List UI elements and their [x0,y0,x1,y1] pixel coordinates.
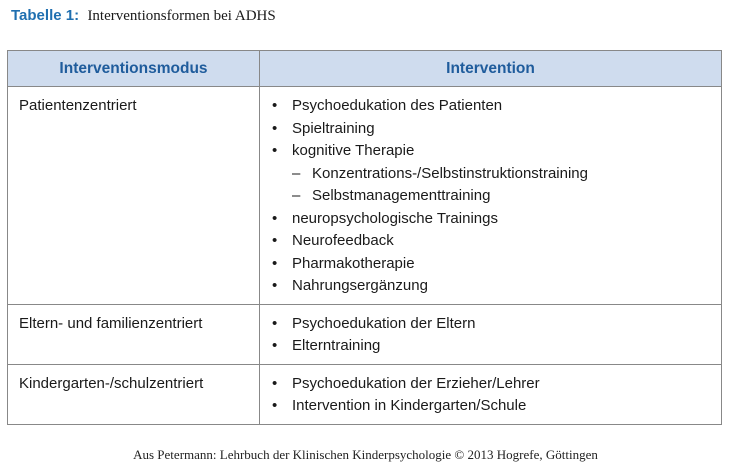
intervention-text: kognitive Therapie [292,142,415,159]
source-note: Aus Petermann: Lehrbuch der Klinischen K… [133,447,598,462]
dash-marker: – [292,187,301,204]
intervention-item: • Psychoedukation der Erzieher/Lehrer [272,373,715,396]
column-header-intervention: Intervention [259,50,722,87]
intervention-text: Intervention in Kindergarten/Schule [292,397,527,414]
intervention-text: Psychoedukation des Patienten [292,97,503,114]
intervention-item: • Psychoedukation der Eltern [272,313,715,336]
intervention-text: Neurofeedback [292,232,394,249]
intervention-sub-item: – Konzentrations-/Selbstinstruktionstrain… [272,163,715,186]
intervention-mode-cell: Patientenzentriert [7,86,260,305]
intervention-item: • Nahrungsergänzung [272,275,715,298]
intervention-text: Pharmakotherapie [292,254,415,272]
intervention-list-cell: • Psychoedukation der Eltern • Elterntraini… [259,303,722,365]
intervention-mode-cell: Kindergarten-/schulzentriert [7,363,260,425]
intervention-mode-cell: Eltern- und familienzentriert [7,303,260,365]
caption-label: Tabelle 1: [11,7,80,24]
intervention-text: Elterntraining [292,337,381,354]
intervention-list-cell: • Psychoedukation der Erzieher/Lehrer • Int… [259,363,722,425]
intervention-text: Konzentrations-/Selbstinstruktionstraini… [312,164,588,182]
intervention-list: • Psychoedukation des Patienten • Spieltrai… [272,95,715,298]
intervention-item: • Intervention in Kindergarten/Schule [272,395,715,418]
intervention-text: Nahrungsergänzung [292,277,428,294]
header-row: Interventionsmodus Intervention [7,50,722,87]
intervention-list: • Psychoedukation der Erzieher/Lehrer • Int… [272,373,715,418]
intervention-text: neuropsychologische Trainings [292,209,498,227]
intervention-text: Psychoedukation der Eltern [292,314,476,332]
bullet-marker: • [272,142,278,159]
bullet-marker: • [272,119,278,137]
bullet-marker: • [272,97,278,114]
column-header-mode: Interventionsmodus [7,50,260,87]
table-body: Patientenzentriert • Psychoedukation des P… [7,86,722,425]
intervention-item: • Pharmakotherapie [272,253,715,276]
intervention-text: Psychoedukation der Erzieher/Lehrer [292,374,540,392]
bullet-marker: • [272,314,278,332]
table-row: Kindergarten-/schulzentriert • Psychoeduka… [7,363,722,425]
intervention-item: • Spieltraining [272,118,715,141]
bullet-marker: • [272,277,278,294]
bullet-marker: • [272,209,278,227]
interventions-table: Interventionsmodus Intervention Patiente… [7,50,722,425]
intervention-item: • Neurofeedback [272,230,715,253]
table-row: Patientenzentriert • Psychoedukation des P… [7,86,722,305]
caption-title: Interventionsformen bei ADHS [87,8,276,24]
table-caption: Tabelle 1: Interventionsformen bei ADHS [11,6,276,26]
intervention-text: Selbstmanagementtraining [312,187,491,204]
intervention-text: Spieltraining [292,119,375,137]
intervention-item: • kognitive Therapie [272,140,715,163]
bullet-marker: • [272,337,278,354]
bullet-marker: • [272,374,278,392]
intervention-item: • Psychoedukation des Patienten [272,95,715,118]
intervention-item: • neuropsychologische Trainings [272,208,715,231]
bullet-marker: • [272,254,278,272]
dash-marker: – [292,164,301,182]
intervention-sub-item: – Selbstmanagementtraining [272,185,715,208]
bullet-marker: • [272,397,278,414]
intervention-list-cell: • Psychoedukation des Patienten • Spieltrai… [259,86,722,305]
bullet-marker: • [272,232,278,249]
intervention-list: • Psychoedukation der Eltern • Elterntraini… [272,313,715,358]
table-row: Eltern- und familienzentriert • Psychoeduk… [7,303,722,365]
intervention-item: • Elterntraining [272,335,715,358]
